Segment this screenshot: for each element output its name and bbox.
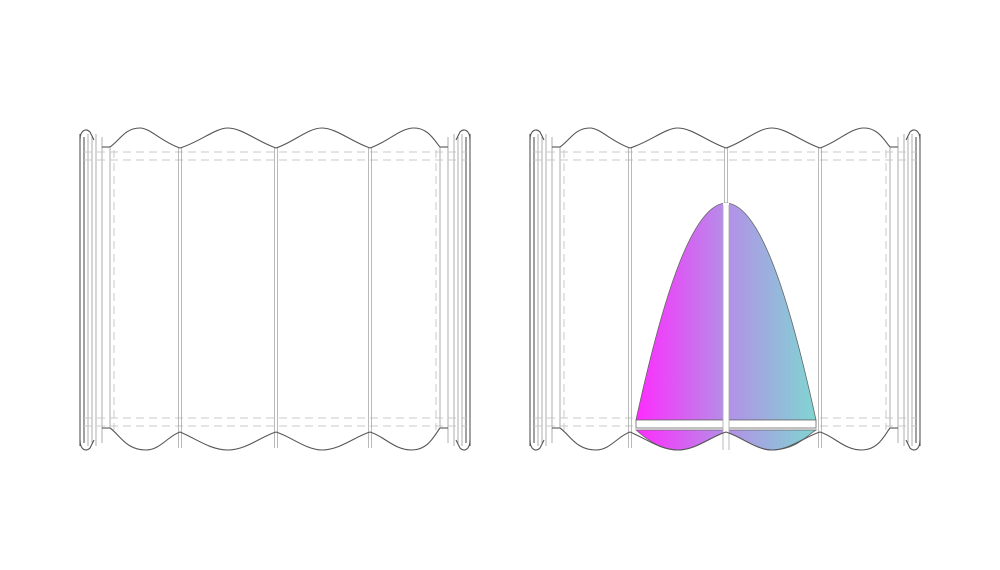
right-flange-foot xyxy=(905,439,921,451)
right-flange-foot xyxy=(455,439,471,451)
shaded-center-seam xyxy=(723,203,729,450)
scalloped-top-edge xyxy=(559,127,891,149)
scalloped-bottom-edge xyxy=(559,427,891,451)
right-flange-cap xyxy=(455,129,471,141)
right-flange-cap xyxy=(905,129,921,141)
left-view-cup-sleeve xyxy=(79,127,471,451)
right-view-cup-sleeve xyxy=(529,127,921,451)
left-flange-cap xyxy=(529,129,545,141)
left-flange-foot xyxy=(529,439,545,451)
scalloped-bottom-edge xyxy=(109,427,441,451)
scalloped-top-edge xyxy=(109,127,441,149)
left-flange-cap xyxy=(79,129,95,141)
left-flange-foot xyxy=(79,439,95,451)
